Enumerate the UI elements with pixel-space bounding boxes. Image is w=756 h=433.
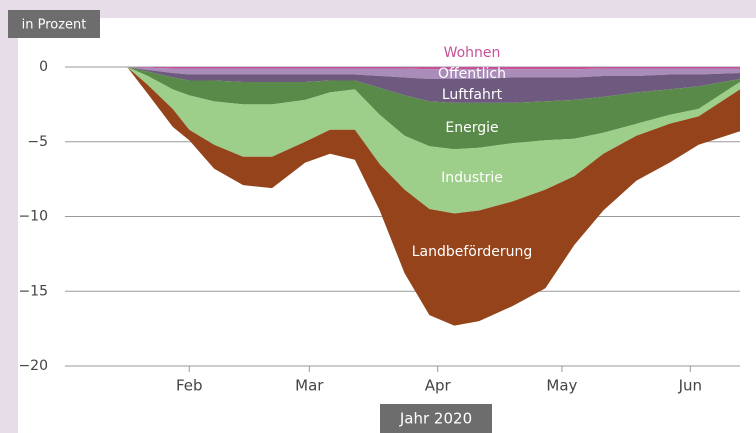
series-label: Energie bbox=[445, 120, 498, 136]
series-label: Wohnen bbox=[444, 45, 501, 61]
series-label: Luftfahrt bbox=[442, 87, 503, 103]
area bbox=[127, 67, 740, 214]
y-tick-label: −5 bbox=[27, 134, 48, 150]
x-label-box bbox=[380, 404, 492, 433]
x-tick-label: May bbox=[546, 377, 577, 395]
x-tick-label: Feb bbox=[176, 377, 203, 395]
x-tick-label: Mar bbox=[295, 377, 324, 395]
y-axis-label: in Prozent bbox=[22, 18, 87, 33]
y-label-box bbox=[8, 10, 100, 38]
area bbox=[127, 67, 740, 79]
area bbox=[127, 67, 740, 150]
area bbox=[127, 67, 740, 326]
series-label: Landbeförderung bbox=[412, 244, 533, 260]
x-axis-label: Jahr 2020 bbox=[399, 410, 472, 428]
area bbox=[127, 67, 740, 70]
area bbox=[127, 67, 740, 103]
y-tick-label: −20 bbox=[18, 358, 48, 374]
x-tick-label: Jun bbox=[678, 377, 702, 395]
y-tick-label: 0 bbox=[39, 59, 48, 75]
x-tick-label: Apr bbox=[425, 377, 452, 395]
y-tick-label: −15 bbox=[18, 283, 48, 299]
series-label: Öffentlich bbox=[438, 64, 506, 82]
y-tick-label: −10 bbox=[18, 209, 48, 225]
series-label: Industrie bbox=[441, 170, 503, 186]
